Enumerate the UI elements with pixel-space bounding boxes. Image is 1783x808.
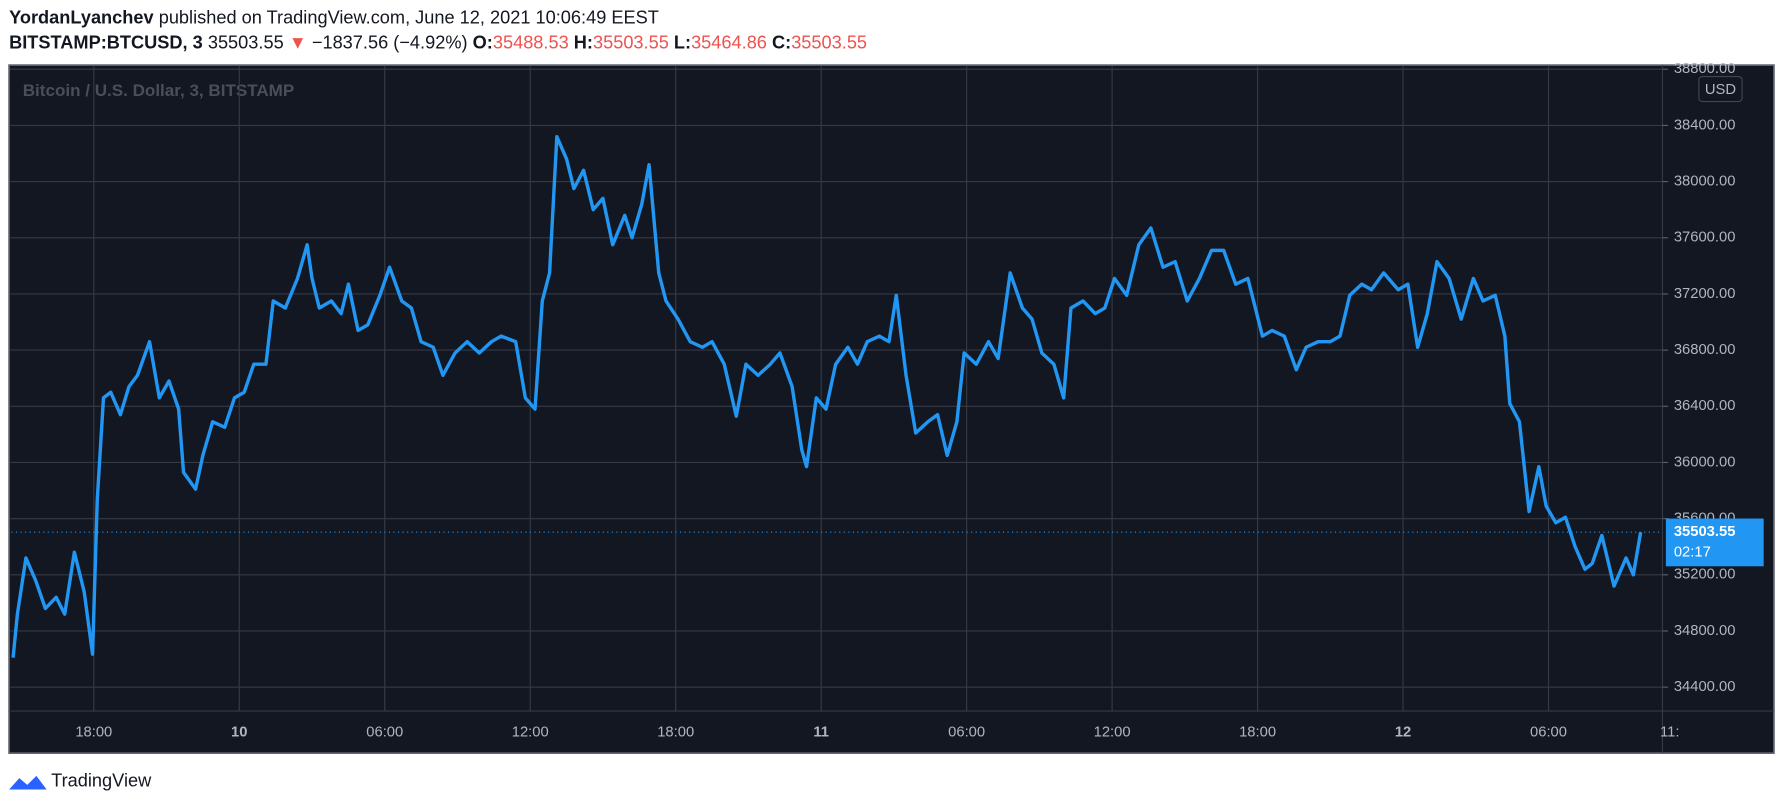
c-label: C: xyxy=(772,32,791,52)
h-label: H: xyxy=(574,32,593,52)
header-line-2: BITSTAMP:BTCUSD, 3 35503.55 ▼ −1837.56 (… xyxy=(9,32,867,52)
watermark: Bitcoin / U.S. Dollar, 3, BITSTAMP xyxy=(23,81,295,100)
published: published on TradingView.com, June 12, 2… xyxy=(159,7,659,27)
currency-box xyxy=(1698,75,1743,103)
y-tick-label: 34400.00 xyxy=(1674,679,1736,695)
high: 35503.55 xyxy=(593,32,669,52)
y-tick-label: 37200.00 xyxy=(1674,286,1736,302)
x-tick-label: 06:00 xyxy=(366,725,403,741)
x-tick-label: 12 xyxy=(1395,725,1411,741)
y-tick-label: 35200.00 xyxy=(1674,567,1736,583)
y-tick-label: 36800.00 xyxy=(1674,342,1736,358)
author: YordanLyanchev xyxy=(9,7,154,27)
countdown: 02:17 xyxy=(1674,545,1711,561)
change: −1837.56 (−4.92%) xyxy=(312,32,468,52)
open: 35488.53 xyxy=(493,32,569,52)
arrow: ▼ xyxy=(289,32,307,52)
x-tick-label: 10 xyxy=(231,725,247,741)
last-price-label: 35503.55 xyxy=(1674,524,1736,540)
x-tick-label: 12:00 xyxy=(512,725,549,741)
x-tick-label: 11: xyxy=(1660,725,1679,741)
brand: TradingView xyxy=(51,770,152,790)
price: 35503.55 xyxy=(208,32,284,52)
x-tick-label: 18:00 xyxy=(75,725,112,741)
y-tick-label: 34800.00 xyxy=(1674,623,1736,639)
x-tick-label: 18:00 xyxy=(657,725,694,741)
y-tick-label: 36000.00 xyxy=(1674,454,1736,470)
y-tick-label: 38800.00 xyxy=(1674,61,1736,77)
currency: USD xyxy=(1705,82,1736,98)
symbol: BITSTAMP:BTCUSD, 3 xyxy=(9,32,203,52)
x-tick-label: 06:00 xyxy=(948,725,985,741)
footer-logo: TradingView xyxy=(9,770,152,790)
logo-icon xyxy=(9,775,47,790)
price-line xyxy=(11,134,1643,658)
y-tick-label: 37600.00 xyxy=(1674,230,1736,246)
low: 35464.86 xyxy=(691,32,767,52)
y-tick-label: 38400.00 xyxy=(1674,117,1736,133)
last-price-badge xyxy=(1665,518,1764,567)
y-tick-label: 36400.00 xyxy=(1674,398,1736,414)
close: 35503.55 xyxy=(791,32,867,52)
chart-panel xyxy=(8,64,1775,754)
x-tick-label: 11 xyxy=(813,725,829,741)
o-label: O: xyxy=(473,32,493,52)
x-tick-label: 06:00 xyxy=(1530,725,1567,741)
y-tick-label: 38000.00 xyxy=(1674,174,1736,190)
header-line-1: YordanLyanchev published on TradingView.… xyxy=(9,7,659,27)
x-tick-label: 12:00 xyxy=(1094,725,1131,741)
l-label: L: xyxy=(674,32,691,52)
x-tick-label: 18:00 xyxy=(1239,725,1276,741)
